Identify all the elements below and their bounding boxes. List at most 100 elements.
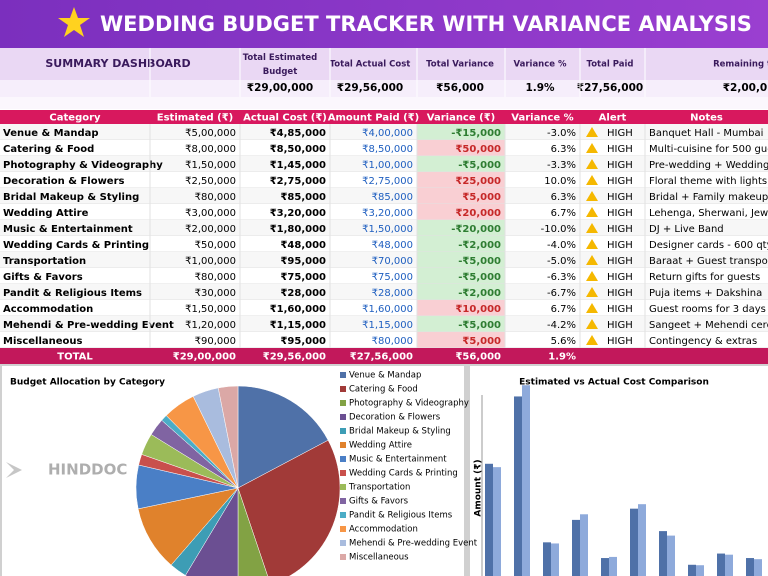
- cell-text: ₹8,00,000: [185, 144, 236, 155]
- cell-text: ₹48,000: [372, 240, 413, 251]
- cell-text: -4.0%: [547, 240, 576, 251]
- cell-text: ₹30,000: [195, 288, 236, 299]
- cell-text: Multi-cuisine for 500 gues: [649, 144, 768, 155]
- cell-text: Floral theme with lights: [649, 176, 767, 187]
- cell-text: DJ + Live Band: [649, 224, 724, 235]
- legend-swatch: [340, 526, 346, 532]
- table-row-bg: [0, 252, 768, 268]
- column-header: Estimated (₹): [157, 113, 233, 124]
- cell-text: ₹90,000: [195, 336, 236, 347]
- watermark-icon: [6, 462, 22, 478]
- table-row-bg: [0, 204, 768, 220]
- cell-text: 6.3%: [551, 144, 576, 155]
- pie-slice: [237, 487, 268, 576]
- variance-cell-bg: [417, 252, 505, 268]
- cell-text: ₹1,60,000: [362, 304, 413, 315]
- variance-cell-bg: [417, 124, 505, 140]
- bar: [514, 396, 522, 576]
- table-header-bg: [0, 110, 768, 124]
- cell-text: Catering & Food: [3, 144, 94, 155]
- total-cell: ₹29,00,000: [173, 352, 236, 363]
- summary-value: ₹29,56,000: [337, 82, 403, 94]
- cell-text: -6.7%: [547, 288, 576, 299]
- bar: [688, 564, 696, 576]
- alert-icon: [586, 271, 598, 281]
- cell-text: ₹8,50,000: [270, 144, 326, 155]
- legend-label: Decoration & Flowers: [349, 413, 441, 423]
- column-header: Notes: [690, 113, 723, 124]
- cell-text: Contingency & extras: [649, 336, 757, 347]
- star-icon: [58, 7, 90, 37]
- legend-label: Venue & Mandap: [349, 371, 421, 381]
- alert-icon: [586, 191, 598, 201]
- page-title: WEDDING BUDGET TRACKER WITH VARIANCE ANA…: [100, 12, 752, 36]
- cell-text: ₹2,50,000: [185, 176, 236, 187]
- total-cell: ₹29,56,000: [263, 352, 326, 363]
- legend-label: Bridal Makeup & Styling: [349, 427, 451, 437]
- cell-text: Return gifts for guests: [649, 272, 760, 283]
- legend-swatch: [340, 540, 346, 546]
- legend-swatch: [340, 372, 346, 378]
- watermark: HINDDOC: [48, 461, 127, 479]
- cell-text: Mehendi & Pre-wedding Event: [3, 320, 174, 331]
- cell-text: ₹75,000: [372, 272, 413, 283]
- cell-text: -6.3%: [547, 272, 576, 283]
- bar: [543, 542, 551, 576]
- alert-icon: [586, 319, 598, 329]
- column-header: Actual Cost (₹): [243, 113, 327, 124]
- summary-header: Total Estimated Budget: [243, 53, 318, 77]
- bar: [580, 514, 588, 576]
- cell-text: ₹1,60,000: [270, 304, 326, 315]
- cell-text: -₹20,000: [451, 224, 501, 235]
- cell-text: HIGH: [607, 272, 633, 283]
- legend-label: Pandit & Religious Items: [349, 511, 453, 521]
- bar: [746, 558, 754, 576]
- summary-header: Remaining to: [713, 60, 768, 70]
- summary-header-row: [0, 48, 768, 80]
- cell-text: Lehenga, Sherwani, Jewelr: [649, 208, 768, 219]
- cell-text: ₹28,000: [372, 288, 413, 299]
- cell-text: -₹15,000: [451, 128, 501, 139]
- legend-swatch: [340, 512, 346, 518]
- cell-text: ₹20,000: [455, 208, 501, 219]
- pie-slice: [237, 385, 329, 489]
- cell-text: ₹8,50,000: [362, 144, 413, 155]
- legend-swatch: [340, 498, 346, 504]
- cell-text: ₹80,000: [195, 192, 236, 203]
- summary-header: Total Actual Cost: [330, 60, 411, 70]
- cell-text: ₹95,000: [280, 336, 326, 347]
- variance-cell-bg: [417, 140, 505, 156]
- cell-text: HIGH: [607, 224, 633, 235]
- cell-text: Sangeet + Mehendi ceren: [649, 320, 768, 331]
- legend-label: Gifts & Favors: [349, 497, 409, 507]
- alert-icon: [586, 159, 598, 169]
- cell-text: ₹50,000: [455, 144, 501, 155]
- legend-label: Wedding Attire: [349, 441, 412, 451]
- cell-text: 6.7%: [551, 208, 576, 219]
- total-cell: TOTAL: [57, 352, 93, 363]
- summary-value: ₹29,00,000: [247, 82, 313, 94]
- cell-text: ₹2,75,000: [270, 176, 326, 187]
- cell-text: -10.0%: [541, 224, 576, 235]
- legend-swatch: [340, 428, 346, 434]
- column-header: Amount Paid (₹): [328, 113, 420, 124]
- legend-label: Mehendi & Pre-wedding Event: [349, 539, 478, 549]
- alert-icon: [586, 207, 598, 217]
- bar: [493, 467, 501, 576]
- summary-header: Total Variance: [426, 60, 494, 70]
- legend-label: Music & Entertainment: [349, 455, 447, 465]
- cell-text: ₹85,000: [280, 192, 326, 203]
- bar: [609, 556, 617, 576]
- cell-text: HIGH: [607, 288, 633, 299]
- cell-text: ₹28,000: [280, 288, 326, 299]
- cell-text: Puja items + Dakshina: [649, 288, 762, 299]
- variance-cell-bg: [417, 268, 505, 284]
- variance-cell-bg: [417, 188, 505, 204]
- cell-text: HIGH: [607, 192, 633, 203]
- bar: [551, 543, 559, 576]
- legend-label: Wedding Cards & Printing: [349, 469, 458, 479]
- variance-cell-bg: [417, 236, 505, 252]
- summary-label: SUMMARY DASHBOARD: [45, 57, 190, 70]
- table-row-bg: [0, 188, 768, 204]
- title-bar: [0, 0, 768, 48]
